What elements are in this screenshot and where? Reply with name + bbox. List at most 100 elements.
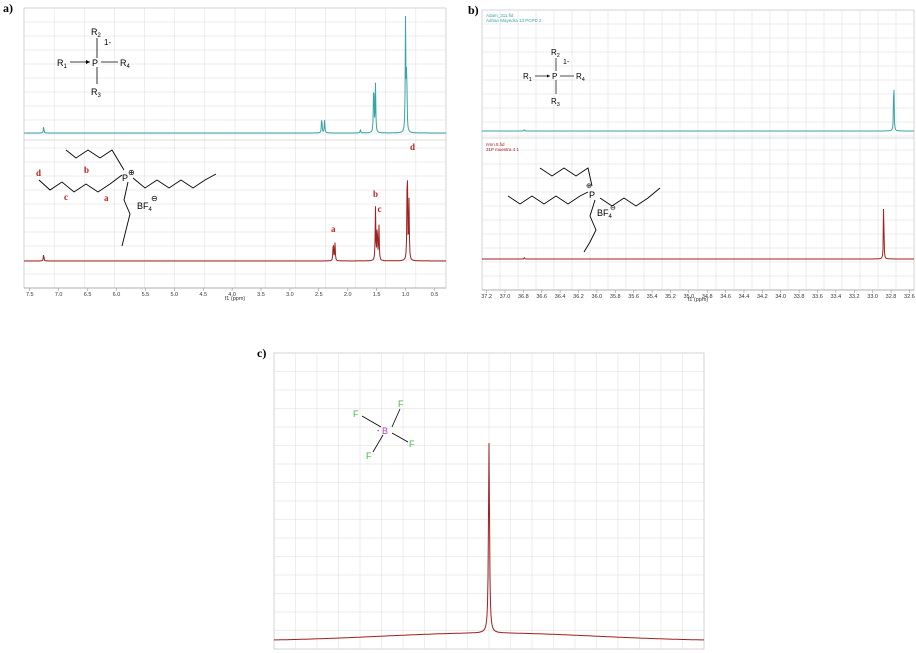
panel-a-spectrum-top <box>24 15 446 134</box>
peak-label-c: c <box>378 204 382 214</box>
panel-b-structure-top: R2 1- R1 P R4 R3 <box>523 48 585 108</box>
x-tick-label: 37.0 <box>500 294 511 300</box>
x-tick-label: 32.8 <box>886 294 897 300</box>
panel-b-structure-bottom: P ⊕ BF4 ⊖ <box>507 167 661 253</box>
svg-text:P: P <box>589 190 595 200</box>
svg-text:R1: R1 <box>523 72 532 83</box>
panel-a-peak-labels: a bc d <box>331 142 415 234</box>
svg-text:c: c <box>64 192 68 202</box>
panel-b-note-top-2: Adrian Mayedra 13 PCPD 2 <box>486 18 542 23</box>
svg-text:B: B <box>382 426 388 436</box>
svg-text:BF4: BF4 <box>137 201 153 213</box>
x-tick-label: 33.6 <box>812 294 823 300</box>
panel-b-grid <box>482 10 914 290</box>
svg-text:R3: R3 <box>91 87 102 99</box>
panel-b-xlabel: f1 (ppm) <box>688 297 709 303</box>
x-tick-label: 33.8 <box>794 294 805 300</box>
panel-b-spectrum-top <box>482 89 914 132</box>
svg-text:F: F <box>353 409 359 419</box>
panel-a-xlabel: f1 (ppm) <box>225 296 246 302</box>
svg-text:1-: 1- <box>104 38 111 47</box>
x-tick-label: 5.0 <box>170 292 178 298</box>
panel-b-note-bottom-2: 31P muestra 4 1 <box>486 147 519 152</box>
panel-c-structure: F F F F B - <box>353 399 415 461</box>
peak-label-b: b <box>373 189 378 199</box>
x-tick-label: 35.8 <box>610 294 621 300</box>
panel-a-label: a) <box>3 1 13 15</box>
x-tick-label: 35.6 <box>628 294 639 300</box>
svg-text:⊖: ⊖ <box>610 205 616 212</box>
x-tick-label: 6.0 <box>113 292 121 298</box>
svg-text:⊕: ⊕ <box>586 183 592 190</box>
svg-text:BF4: BF4 <box>597 208 613 220</box>
x-tick-label: 32.6 <box>904 294 915 300</box>
x-tick-label: 34.4 <box>739 294 750 300</box>
x-tick-label: 35.4 <box>647 294 658 300</box>
svg-text:1-: 1- <box>563 59 570 66</box>
svg-text:⊖: ⊖ <box>151 194 158 203</box>
x-tick-label: 36.2 <box>573 294 584 300</box>
svg-text:P: P <box>92 58 98 68</box>
svg-text:a: a <box>104 193 109 203</box>
panel-a-grid <box>24 8 446 288</box>
peak-label-d: d <box>410 142 415 152</box>
x-tick-label: 1.5 <box>373 292 381 298</box>
x-tick-label: 34.2 <box>757 294 768 300</box>
x-tick-label: 37.2 <box>481 294 492 300</box>
svg-text:P: P <box>552 72 557 81</box>
panel-b-spectrum-bottom <box>482 208 914 260</box>
peak-label-a: a <box>331 224 336 234</box>
panel-b-note-top-1: Adam_311.fid <box>486 13 514 18</box>
x-tick-label: 35.2 <box>665 294 676 300</box>
svg-text:F: F <box>366 451 372 461</box>
panel-a-structure-top: R2 1- R1 P R4 R3 <box>57 27 131 99</box>
x-tick-label: 5.5 <box>142 292 150 298</box>
panel-a-chart: 7.5 7.0 6.5 6.0 5.5 5.0 4.5 4.0 3.5 3.0 2.5 2.0 1.5 1… <box>23 7 447 302</box>
svg-text:R4: R4 <box>120 58 131 70</box>
panel-c-chart: F F F F B - <box>273 352 705 650</box>
panel-a-structure-bottom: P ⊕ BF4 ⊖ d b c a <box>36 149 217 247</box>
svg-text:R4: R4 <box>576 72 585 83</box>
x-tick-label: 4.0 <box>228 292 236 298</box>
svg-text:d: d <box>36 168 41 178</box>
x-tick-label: 7.5 <box>26 292 34 298</box>
panel-c-spectrum <box>273 442 705 641</box>
svg-text:F: F <box>409 439 415 449</box>
x-tick-label: 36.8 <box>518 294 529 300</box>
x-tick-label: 36.4 <box>555 294 566 300</box>
panel-a-axis: 7.5 7.0 6.5 6.0 5.5 5.0 4.5 4.0 3.5 3.0 2.5 2.0 1.5 1… <box>24 287 446 298</box>
svg-text:P: P <box>122 173 128 183</box>
panel-b-axis: 37.2 37.0 36.8 36.6 36.4 36.2 36.0 35.8 35.6 35.4… <box>481 289 915 300</box>
x-tick-label: 33.2 <box>849 294 860 300</box>
svg-text:b: b <box>84 165 89 175</box>
svg-text:R1: R1 <box>57 58 68 70</box>
panel-b-note-bottom-1: nmn.5.fid <box>486 142 505 147</box>
x-tick-label: 36.6 <box>536 294 547 300</box>
x-tick-label: 1.0 <box>402 292 410 298</box>
x-tick-label: 6.5 <box>84 292 92 298</box>
x-tick-label: 34.8 <box>702 294 713 300</box>
x-tick-label: 4.5 <box>199 292 207 298</box>
svg-text:F: F <box>398 399 404 409</box>
x-tick-label: 0.5 <box>431 292 439 298</box>
x-tick-label: 33.4 <box>831 294 842 300</box>
x-tick-label: 34.6 <box>720 294 731 300</box>
x-tick-label: 2.5 <box>315 292 323 298</box>
panel-b-label: b) <box>468 3 479 17</box>
x-tick-label: 33.0 <box>867 294 878 300</box>
x-tick-label: 7.0 <box>55 292 63 298</box>
panel-c-label: c) <box>257 346 266 360</box>
panel-a-spectrum-bottom <box>24 180 446 262</box>
svg-text:R3: R3 <box>551 97 560 108</box>
svg-text:-: - <box>377 428 380 435</box>
svg-text:⊕: ⊕ <box>128 168 135 177</box>
x-tick-label: 3.0 <box>286 292 294 298</box>
x-tick-label: 3.5 <box>257 292 265 298</box>
svg-text:R2: R2 <box>551 48 560 59</box>
x-tick-label: 36.0 <box>592 294 603 300</box>
x-tick-label: 35.0 <box>683 294 694 300</box>
x-tick-label: 34.0 <box>775 294 786 300</box>
svg-text:R2: R2 <box>91 27 102 39</box>
panel-b-chart: Adam_311.fid Adrian Mayedra 13 PCPD 2 nm… <box>481 9 915 303</box>
